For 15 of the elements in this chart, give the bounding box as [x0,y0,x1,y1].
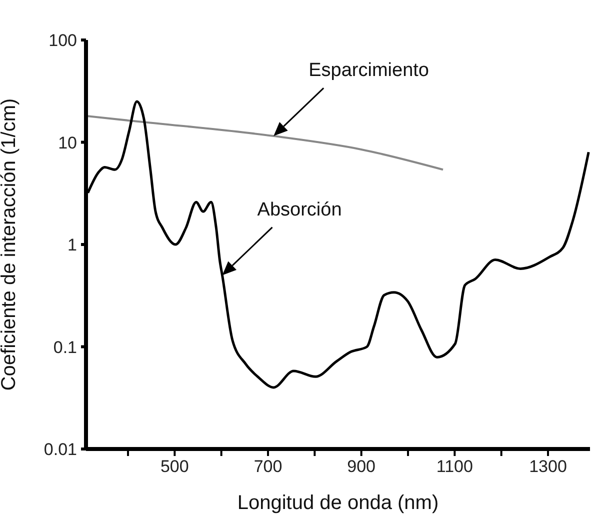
line-series [86,115,444,171]
x-tick-label: 700 [254,457,282,476]
x-axis-title: Longitud de onda (nm) [237,492,439,514]
y-tick-label: 100 [48,31,77,50]
x-tick-label: 900 [347,457,376,476]
x-tick-label: 1100 [436,457,473,476]
x-tick-label: 1300 [529,457,567,476]
y-tick-label: 0.01 [44,440,77,460]
y-tick-label: 10 [58,133,77,152]
x-tick-label: 500 [160,457,189,476]
text: Esparcimiento [308,60,429,82]
y-tick-label: 0.1 [53,338,77,357]
y-tick-label: 1 [68,236,77,255]
y-axis-title: Coeficiente de interacción (1/cm) [0,98,20,391]
text: Absorción [257,199,342,220]
